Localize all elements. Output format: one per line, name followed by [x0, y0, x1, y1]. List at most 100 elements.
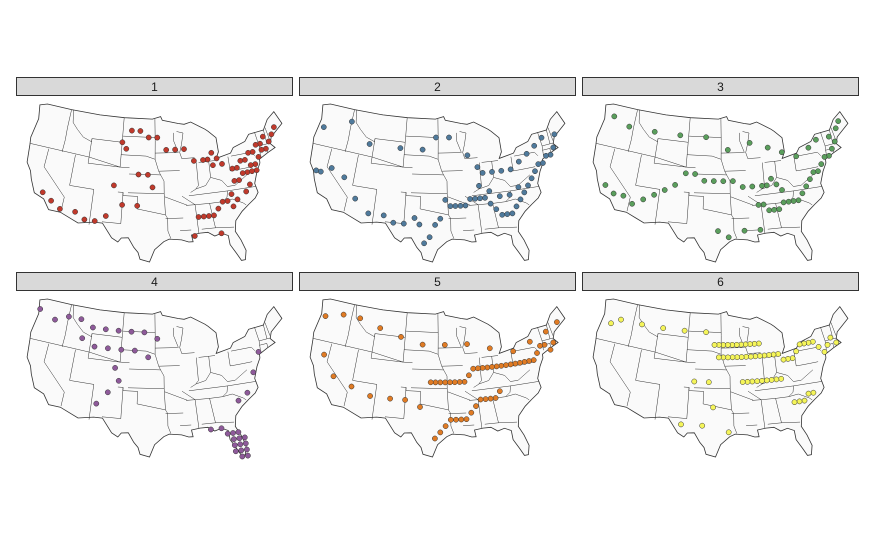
state-border	[546, 129, 551, 144]
site-point	[229, 165, 236, 172]
facet-panel: 1	[16, 77, 293, 270]
site-point	[701, 177, 708, 184]
site-point	[611, 113, 618, 120]
state-border	[724, 365, 746, 367]
site-point	[791, 399, 798, 406]
site-point	[348, 383, 355, 390]
site-point	[780, 356, 787, 363]
site-point	[796, 341, 803, 348]
state-border	[638, 304, 691, 338]
site-point	[145, 354, 152, 361]
site-point	[141, 329, 148, 336]
state-border	[464, 157, 478, 159]
site-point	[237, 441, 244, 448]
site-point	[710, 178, 717, 184]
facet-panel: 4	[16, 272, 293, 465]
site-point	[540, 160, 546, 166]
site-point	[218, 230, 225, 237]
site-point	[464, 152, 471, 159]
site-point	[365, 210, 372, 217]
site-point	[72, 208, 78, 215]
site-point	[835, 118, 842, 124]
site-point	[119, 139, 126, 146]
state-border	[478, 357, 482, 385]
state-border	[746, 229, 758, 231]
site-point	[496, 388, 503, 395]
site-point	[244, 389, 251, 396]
site-point	[52, 316, 58, 323]
site-point	[705, 379, 712, 386]
site-point	[91, 218, 98, 224]
state-border	[683, 386, 732, 411]
state-border	[215, 226, 235, 229]
site-point	[244, 446, 250, 453]
site-point	[692, 171, 698, 177]
state-border	[747, 390, 766, 429]
site-point	[230, 430, 236, 436]
state-border	[155, 152, 178, 154]
state-border	[767, 422, 782, 425]
site-point	[118, 346, 125, 353]
site-point	[352, 195, 359, 202]
state-border	[190, 174, 248, 193]
state-border	[730, 196, 754, 206]
site-point	[271, 124, 277, 130]
site-point	[711, 342, 718, 348]
site-point	[247, 181, 253, 188]
site-point	[744, 378, 751, 385]
state-border	[820, 132, 827, 156]
state-border	[747, 157, 761, 159]
state-border	[542, 142, 554, 147]
site-point	[818, 161, 825, 167]
state-border	[627, 304, 638, 347]
state-border	[264, 127, 271, 141]
site-point	[452, 203, 459, 209]
site-point	[123, 145, 130, 152]
state-border	[687, 349, 722, 355]
site-point	[330, 373, 337, 380]
site-point	[489, 364, 495, 370]
state-border	[438, 347, 461, 349]
us-map	[592, 103, 849, 263]
site-point	[258, 146, 265, 153]
state-border	[313, 143, 413, 169]
state-border	[729, 193, 738, 239]
state-border	[756, 174, 814, 193]
site-point	[532, 168, 538, 175]
state-border	[69, 349, 95, 420]
state-border	[154, 314, 165, 389]
site-point	[137, 128, 144, 134]
site-point	[509, 210, 516, 217]
site-point	[739, 379, 746, 385]
state-border	[158, 365, 180, 367]
site-point	[724, 147, 731, 153]
state-border	[774, 356, 777, 373]
site-point	[81, 216, 88, 223]
us-outline	[592, 103, 849, 263]
site-point	[419, 341, 426, 348]
site-point	[550, 339, 557, 346]
state-border	[635, 349, 661, 420]
site-point	[433, 134, 439, 141]
site-point	[477, 195, 483, 202]
us-outline	[26, 298, 283, 458]
site-point	[477, 396, 484, 403]
state-border	[129, 173, 161, 176]
site-point	[313, 167, 320, 174]
site-point	[249, 168, 255, 175]
site-point	[525, 182, 531, 189]
facet-panel: 5	[299, 272, 576, 465]
state-border	[163, 193, 172, 239]
state-border	[352, 349, 378, 420]
facet-panel: 2	[299, 77, 576, 270]
state-border	[198, 355, 216, 358]
site-point	[237, 157, 244, 164]
state-border	[687, 154, 722, 160]
site-point	[419, 146, 426, 153]
site-point	[247, 162, 254, 168]
state-border	[547, 127, 554, 141]
state-border	[463, 229, 475, 231]
site-point	[322, 313, 329, 319]
state-border	[209, 198, 247, 206]
state-border	[195, 162, 199, 190]
